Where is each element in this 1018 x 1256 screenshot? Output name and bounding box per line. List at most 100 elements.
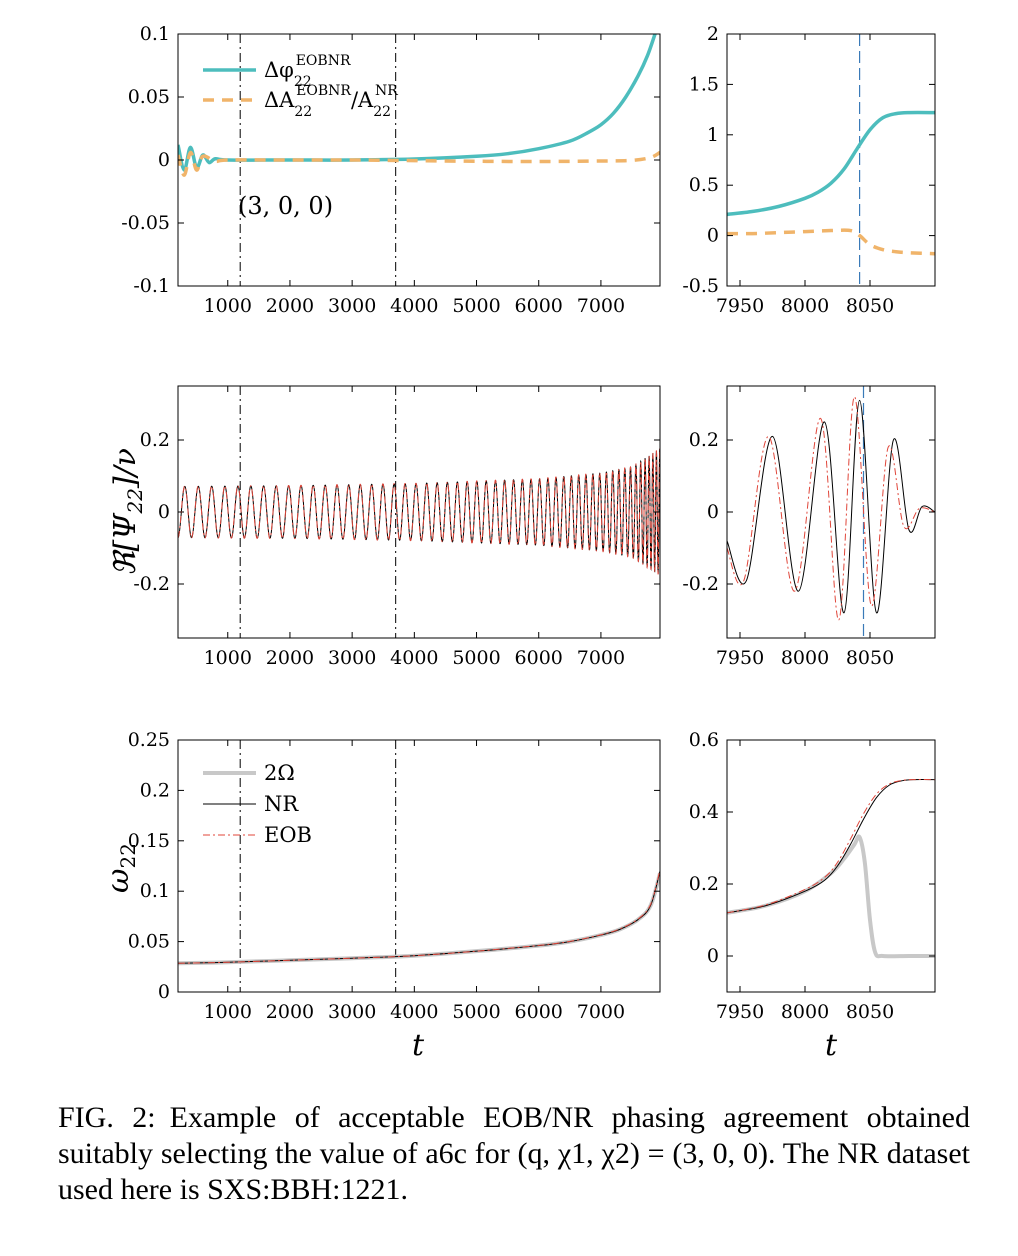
ytick-label-omega-left-5: 0.25: [128, 729, 170, 751]
plot-area-phase-right: [727, 34, 935, 286]
annotation-params: (3, 0, 0): [238, 192, 333, 220]
xtick-label-omega-left-0: 1000: [204, 1001, 252, 1023]
xtick-label-omega-left-1: 2000: [266, 1001, 314, 1023]
ytick-label-phase-right-2: 0.5: [689, 174, 719, 196]
ytick-label-wave-right-1: 0: [707, 501, 719, 523]
ytick-label-omega-left-1: 0.05: [128, 931, 170, 953]
plot-area-omega-left: [178, 740, 660, 992]
caption-number: FIG. 2:: [58, 1101, 156, 1134]
xtick-label-omega-left-2: 3000: [328, 1001, 376, 1023]
series-omega-right-1: [727, 779, 935, 914]
xtick-label-wave-left-4: 5000: [452, 647, 500, 669]
xtick-label-phase-left-1: 2000: [266, 295, 314, 317]
xtick-label-phase-left-3: 4000: [390, 295, 438, 317]
panel-phase-left: 1000 2000 3000 4000 5000 6000 7000 -0.1 -0.05 0 0.…: [121, 23, 661, 317]
xtick-label-omega-left-3: 4000: [390, 1001, 438, 1023]
ytick-label-phase-left-3: 0.05: [128, 86, 170, 108]
plot-area-wave-left: [178, 386, 660, 638]
ytick-label-omega-right-1: 0.2: [689, 873, 719, 895]
ylabel-omega: ω22: [101, 843, 140, 893]
ytick-label-phase-right-0: -0.5: [682, 275, 719, 297]
ytick-label-wave-left-1: 0: [158, 501, 170, 523]
xtick-label-phase-left-2: 3000: [328, 295, 376, 317]
ytick-label-omega-right-3: 0.6: [689, 729, 719, 751]
legend-label-2omega: 2Ω: [264, 761, 295, 785]
panel-wave-left: 1000 2000 3000 4000 5000 6000 7000 -0.2 0 0.2: [133, 385, 661, 669]
panel-omega-right: 7950 8000 8050 0 0.2 0.4 0.6: [689, 729, 936, 1023]
ytick-label-omega-left-0: 0: [158, 981, 170, 1003]
xtick-label-phase-left-0: 1000: [204, 295, 252, 317]
legend-label-nr: NR: [264, 792, 299, 816]
ytick-label-phase-left-0: -0.1: [133, 275, 170, 297]
series-EOB: [178, 448, 660, 575]
legend-label-amp: ΔA22EOBNR/A22NR: [264, 83, 398, 120]
series-omega-left-1: [178, 870, 660, 964]
legend-omega: 2Ω NR EOB: [203, 761, 312, 847]
xtick-label-wave-left-5: 6000: [515, 647, 563, 669]
ytick-label-wave-right-2: 0.2: [689, 429, 719, 451]
plot-area-wave-right: [727, 386, 935, 638]
figure-caption: FIG. 2: Example of acceptable EOB/NR phas…: [58, 1100, 970, 1208]
xlabel-right: t: [825, 1028, 838, 1063]
series-wave-right-0: [727, 399, 935, 614]
ytick-label-omega-left-3: 0.15: [128, 830, 170, 852]
xtick-label-omega-right-2: 8050: [846, 1001, 894, 1023]
series-omega-left-2: [178, 869, 660, 964]
ytick-label-phase-right-5: 2: [707, 23, 719, 45]
xtick-label-phase-left-5: 6000: [515, 295, 563, 317]
panels: 1000 2000 3000 4000 5000 6000 7000-0.1-0.0500.…: [121, 23, 936, 1023]
xtick-label-phase-right-1: 8000: [781, 295, 829, 317]
xlabel-left: t: [412, 1028, 425, 1063]
ytick-label-omega-left-2: 0.1: [140, 880, 170, 902]
series-phase-left-1: [178, 150, 660, 177]
panel-wave-right: 7950 8000 8050 -0.2 0 0.2: [682, 385, 936, 669]
ytick-label-phase-right-4: 1.5: [689, 73, 719, 95]
axes-frame-omega-right: [726, 739, 936, 993]
axes-frame-phase-right: [726, 33, 936, 287]
series-omega-right-0: [727, 834, 935, 959]
legend-phase: Δφ22EOBNR ΔA22EOBNR/A22NR: [203, 53, 398, 120]
xtick-label-omega-left-5: 6000: [515, 1001, 563, 1023]
axes-frame-wave-right: [726, 385, 936, 639]
ytick-label-phase-right-1: 0: [707, 225, 719, 247]
series-phase-right-0: [727, 110, 935, 217]
series-omega-right-2: [727, 779, 935, 914]
ytick-label-wave-right-0: -0.2: [682, 573, 719, 595]
xtick-label-wave-right-0: 7950: [716, 647, 764, 669]
xtick-label-omega-left-6: 7000: [577, 1001, 625, 1023]
ylabel-wave: ℜ[Ψ22]/ν: [108, 448, 147, 576]
xtick-label-wave-left-1: 2000: [266, 647, 314, 669]
xtick-label-phase-left-4: 5000: [452, 295, 500, 317]
ytick-label-wave-left-0: -0.2: [133, 573, 170, 595]
xtick-label-wave-left-0: 1000: [204, 647, 252, 669]
xtick-label-wave-left-2: 3000: [328, 647, 376, 669]
plot-area-phase-left: [178, 34, 660, 286]
figure: 1000 2000 3000 4000 5000 6000 7000-0.1-0.0500.…: [101, 23, 936, 1063]
plot-area-omega-right: [727, 779, 935, 959]
xtick-label-phase-right-0: 7950: [716, 295, 764, 317]
ytick-label-phase-left-2: 0: [158, 149, 170, 171]
legend-label-eob: EOB: [264, 823, 312, 847]
xtick-label-wave-left-3: 4000: [390, 647, 438, 669]
ytick-label-omega-left-4: 0.2: [140, 779, 170, 801]
ytick-label-phase-left-4: 0.1: [140, 23, 170, 45]
series-phase-right-1: [727, 228, 935, 256]
ytick-label-phase-right-3: 1: [707, 124, 719, 146]
axes-frame-omega-left: [177, 739, 661, 993]
xtick-label-wave-left-6: 7000: [577, 647, 625, 669]
xtick-label-wave-right-1: 8000: [781, 647, 829, 669]
ytick-label-omega-right-0: 0: [707, 945, 719, 967]
panel-omega-left: 1000 2000 3000 4000 5000 6000 7000 0 0.05 0.1 0.15…: [128, 729, 661, 1023]
panel-phase-right: 7950 8000 8050 -0.5 0 0.5 1 1.5 2: [682, 23, 936, 317]
xtick-label-wave-right-2: 8050: [846, 647, 894, 669]
xtick-label-omega-right-0: 7950: [716, 1001, 764, 1023]
ytick-label-omega-right-2: 0.4: [689, 801, 719, 823]
ytick-label-phase-left-1: -0.05: [121, 212, 170, 234]
ytick-label-wave-left-2: 0.2: [140, 429, 170, 451]
xtick-label-phase-right-2: 8050: [846, 295, 894, 317]
xtick-label-phase-left-6: 7000: [577, 295, 625, 317]
series-phase-left-0: [178, 34, 657, 172]
xtick-label-omega-right-1: 8000: [781, 1001, 829, 1023]
series-omega-left-0: [178, 872, 660, 966]
xtick-label-omega-left-4: 5000: [452, 1001, 500, 1023]
